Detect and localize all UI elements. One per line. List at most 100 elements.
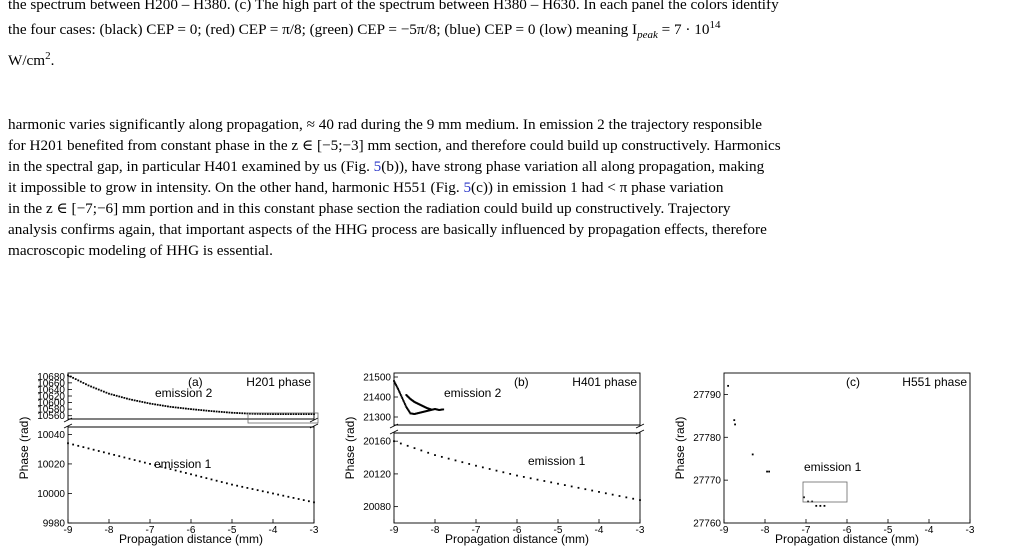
- data-point: [118, 455, 121, 458]
- data-point: [154, 403, 157, 406]
- x-tick-label: -4: [925, 525, 934, 536]
- data-point: [202, 409, 205, 412]
- data-point: [584, 488, 587, 491]
- data-point: [210, 410, 213, 413]
- data-point: [218, 410, 221, 413]
- data-point: [502, 471, 505, 474]
- data-point: [550, 481, 553, 484]
- data-point: [231, 483, 233, 486]
- data-point: [169, 468, 172, 470]
- data-point: [184, 472, 187, 474]
- data-point: [149, 463, 151, 465]
- axis-break-mark: [309, 417, 319, 423]
- data-point: [401, 398, 404, 401]
- data-point: [302, 499, 305, 502]
- y-tick-label: 9980: [43, 519, 66, 530]
- data-point: [287, 495, 290, 498]
- data-point: [408, 411, 411, 414]
- series-annotation: emission 2: [444, 386, 502, 400]
- data-point: [233, 411, 236, 414]
- data-point: [251, 412, 254, 415]
- panel-title: H201 phase: [246, 375, 311, 389]
- data-point: [225, 482, 228, 485]
- data-point: [420, 449, 423, 452]
- data-point: [105, 391, 108, 394]
- data-point: [632, 497, 635, 500]
- data-point: [264, 413, 267, 415]
- data-point: [397, 389, 400, 392]
- data-point: [399, 392, 402, 395]
- x-tick-label: -8: [105, 525, 114, 536]
- data-point: [403, 401, 406, 404]
- axis-break-gap: [391, 426, 643, 432]
- x-tick-label: -4: [269, 525, 278, 536]
- data-point: [192, 408, 195, 411]
- data-point: [92, 386, 95, 389]
- series-annotation: emission 1: [528, 454, 586, 468]
- body-paragraph: harmonic varies significantly along prop…: [8, 114, 1004, 261]
- data-point: [97, 450, 100, 452]
- data-point: [266, 413, 269, 415]
- data-point: [164, 466, 167, 469]
- data-point: [256, 489, 259, 492]
- data-point: [402, 400, 405, 402]
- data-point: [231, 411, 233, 414]
- x-tick-label: -6: [513, 525, 522, 536]
- data-point: [536, 478, 539, 481]
- data-point: [200, 475, 203, 478]
- data-point: [282, 494, 285, 497]
- x-tick-label: -8: [761, 525, 770, 536]
- data-point: [215, 410, 218, 413]
- data-point: [734, 423, 736, 426]
- data-point: [292, 413, 295, 415]
- data-point: [179, 407, 182, 409]
- data-point: [77, 444, 80, 447]
- y-tick-label: 27790: [693, 390, 721, 401]
- data-point: [190, 473, 192, 476]
- y-tick-label: 21500: [363, 373, 391, 384]
- data-point: [393, 440, 395, 443]
- data-point: [220, 481, 223, 483]
- data-point: [92, 448, 95, 451]
- data-point: [254, 412, 256, 415]
- axis-break-gap: [65, 420, 317, 426]
- data-point: [138, 460, 141, 463]
- series-annotation: emission 2: [155, 386, 213, 400]
- figure-ref-link[interactable]: 5: [373, 158, 382, 175]
- x-axis-label: Propagation distance (mm): [119, 532, 263, 546]
- data-point: [108, 392, 110, 395]
- data-point: [246, 487, 249, 489]
- y-tick-label: 27760: [693, 519, 721, 530]
- data-point: [297, 498, 300, 500]
- x-tick-label: -9: [64, 525, 73, 536]
- x-tick-label: -6: [843, 525, 852, 536]
- data-point: [72, 443, 75, 446]
- figure-ref-link[interactable]: 5: [463, 179, 472, 196]
- axis-break-mark: [635, 423, 645, 429]
- body-line: in the z ∈ [−7;−6] mm portion and in thi…: [8, 200, 731, 217]
- data-point: [400, 395, 403, 398]
- data-point: [488, 468, 491, 470]
- data-point: [557, 482, 559, 485]
- data-point: [128, 457, 131, 460]
- data-point: [313, 413, 315, 415]
- data-point: [131, 398, 133, 401]
- data-point: [220, 411, 223, 413]
- body-line: for H201 benefited from constant phase i…: [8, 137, 781, 154]
- axis-break-mark: [309, 423, 319, 429]
- data-point: [282, 413, 285, 415]
- data-point: [481, 466, 484, 469]
- data-point: [300, 413, 303, 415]
- data-point: [79, 380, 82, 383]
- data-point: [146, 402, 149, 404]
- data-point: [394, 382, 397, 385]
- data-point: [67, 442, 69, 445]
- data-point: [287, 413, 290, 415]
- data-point: [133, 459, 136, 461]
- data-point: [113, 453, 116, 456]
- data-point: [261, 490, 264, 493]
- data-point: [393, 380, 395, 382]
- data-point: [302, 413, 305, 415]
- data-point: [284, 413, 287, 415]
